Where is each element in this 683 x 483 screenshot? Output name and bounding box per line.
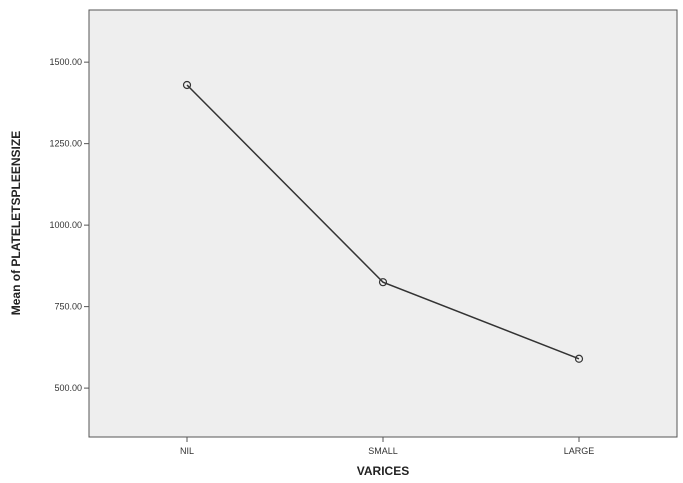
x-tick-label-large: LARGE [564, 446, 595, 456]
y-tick-label: 1000.00 [49, 220, 82, 230]
data-point-small [378, 278, 388, 287]
data-point-nil [182, 80, 192, 90]
y-tick-label: 500.00 [54, 383, 82, 393]
series-layer [182, 80, 584, 363]
y-axis: 500.00 750.00 1000.00 1250.00 1500.00 [49, 57, 89, 393]
x-axis: NIL SMALL LARGE [180, 437, 594, 456]
data-point-large [574, 354, 584, 363]
y-tick-label: 1500.00 [49, 57, 82, 67]
y-tick-label: 750.00 [54, 302, 82, 312]
x-tick-label-small: SMALL [368, 446, 398, 456]
series-line [186, 84, 580, 360]
plot-area [88, 9, 678, 438]
y-tick-label: 1250.00 [49, 139, 82, 149]
x-tick-label-nil: NIL [180, 446, 194, 456]
x-axis-title: VARICES [357, 464, 409, 478]
y-axis-title: Mean of PLATELETSPLEENSIZE [9, 131, 23, 315]
